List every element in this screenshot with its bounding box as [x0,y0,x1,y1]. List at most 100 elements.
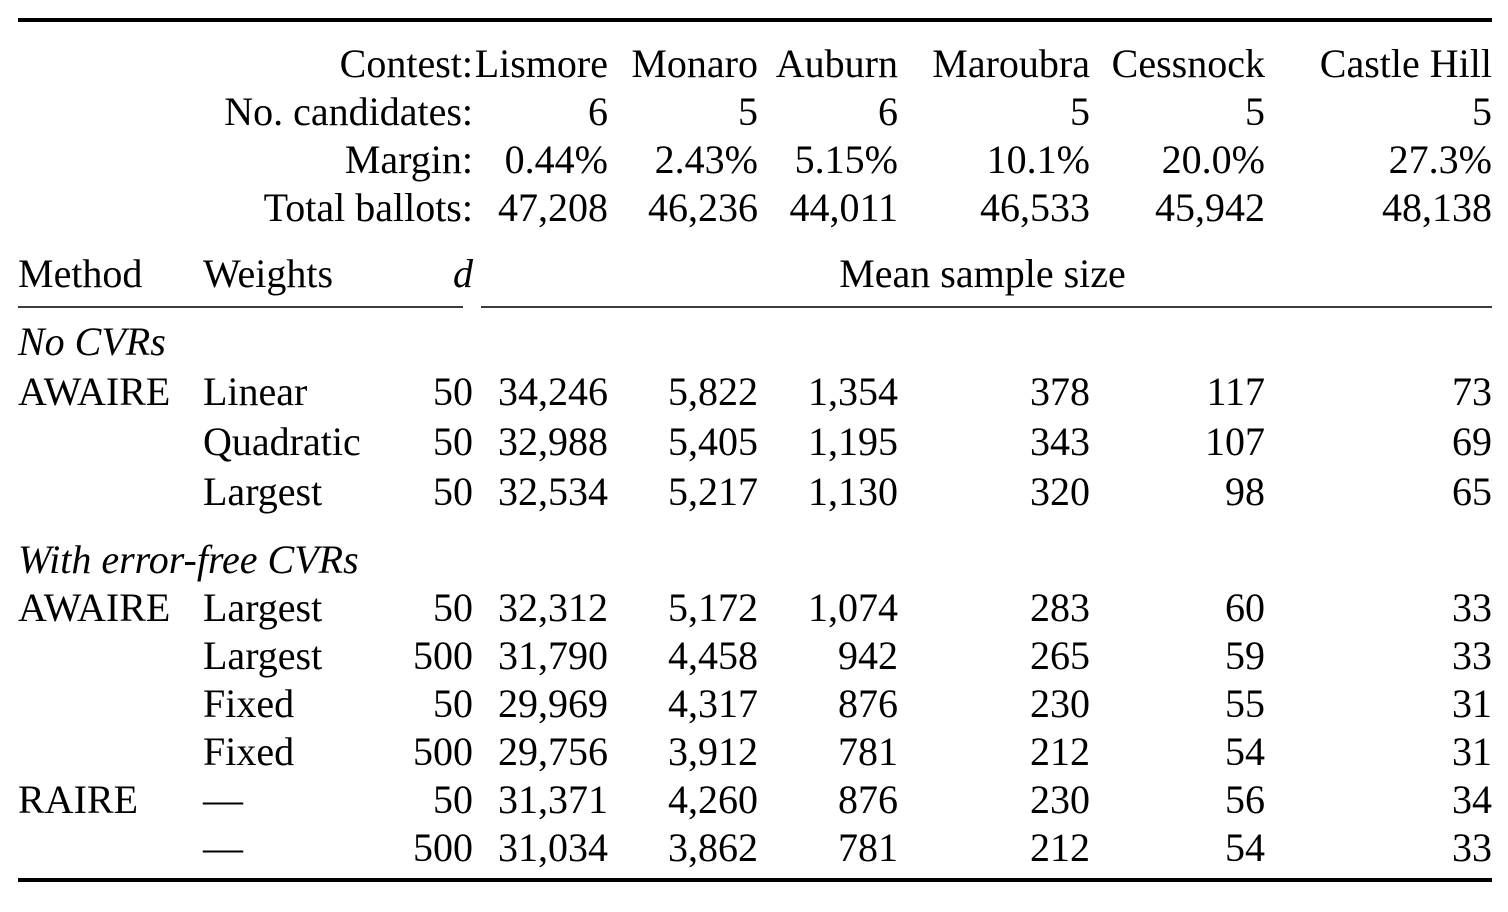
value-cell: 60 [1225,585,1265,631]
value-cell: 942 [838,633,898,679]
table-row: Largest 500 31,790 4,458 942 265 59 33 [18,633,1492,684]
value-cell: 59 [1225,633,1265,679]
header-row-ballots: Total ballots: 47,208 46,236 44,011 46,5… [18,185,1492,236]
value-cell: 5,172 [668,585,758,631]
bottom-rule-line [18,878,1492,882]
weights-cell: — [203,825,243,871]
value-cell: 29,969 [498,681,608,727]
value-cell: 65 [1452,469,1492,515]
ballots-value: 44,011 [789,185,898,231]
contest-name: Monaro [631,41,758,87]
method-column-header: Method [18,251,143,297]
value-cell: 5,822 [668,369,758,415]
value-cell: 54 [1225,729,1265,775]
method-cell [18,684,203,732]
ballots-label: Total ballots: [263,185,473,231]
value-cell: 5,217 [668,469,758,515]
method-cell: AWAIRE [18,585,171,631]
value-cell: 31 [1452,681,1492,727]
d-cell: 500 [413,729,473,775]
value-cell: 4,260 [668,777,758,823]
mean-sample-size-header: Mean sample size [839,251,1126,297]
d-cell: 500 [413,633,473,679]
table-row: Largest 50 32,534 5,217 1,130 320 98 65 [18,470,1492,520]
method-cell [18,470,203,520]
ballots-value: 45,942 [1155,185,1265,231]
value-cell: 69 [1452,419,1492,465]
method-cell [18,732,203,780]
header-row-contest: Contest: Lismore Monaro Auburn Maroubra … [18,41,1492,92]
weights-cell: Fixed [203,729,295,775]
candidates-label: No. candidates: [224,89,473,135]
candidates-value: 5 [738,89,758,135]
method-cell: AWAIRE [18,369,171,415]
value-cell: 56 [1225,777,1265,823]
contest-label: Contest: [339,41,473,87]
left-mid-rule-line [18,306,463,308]
value-cell: 4,317 [668,681,758,727]
d-cell: 50 [433,419,473,465]
margin-value: 20.0% [1161,137,1265,183]
contest-name: Auburn [775,41,898,87]
margin-value: 10.1% [986,137,1090,183]
value-cell: 73 [1452,369,1492,415]
ballots-value: 46,533 [980,185,1090,231]
header-row-candidates: No. candidates: 6 5 6 5 5 5 [18,89,1492,140]
value-cell: 781 [838,825,898,871]
table-row: AWAIRE Linear 50 34,246 5,822 1,354 378 … [18,370,1492,420]
value-cell: 283 [1030,585,1090,631]
weights-cell: Largest [203,585,323,631]
weights-column-header: Weights [203,251,334,297]
value-cell: 31,790 [498,633,608,679]
value-cell: 54 [1225,825,1265,871]
margin-value: 5.15% [794,137,898,183]
value-cell: 1,074 [808,585,898,631]
weights-cell: Largest [203,469,323,515]
d-cell: 50 [433,469,473,515]
margin-value: 27.3% [1388,137,1492,183]
value-cell: 117 [1206,369,1265,415]
ballots-value: 47,208 [498,185,608,231]
value-cell: 33 [1452,825,1492,871]
ballots-value: 48,138 [1382,185,1492,231]
value-cell: 55 [1225,681,1265,727]
value-cell: 33 [1452,585,1492,631]
candidates-value: 6 [878,89,898,135]
value-cell: 32,312 [498,585,608,631]
candidates-value: 5 [1245,89,1265,135]
table-row: AWAIRE Largest 50 32,312 5,172 1,074 283… [18,585,1492,636]
d-cell: 50 [433,681,473,727]
value-cell: 230 [1030,777,1090,823]
table-row: — 500 31,034 3,862 781 212 54 33 [18,825,1492,876]
mid-rules [18,302,1492,310]
section-title-error-free-cvrs: With error-free CVRs [18,537,359,583]
value-cell: 1,354 [808,369,898,415]
weights-cell: Linear [203,369,308,415]
value-cell: 107 [1205,419,1265,465]
table-row: Fixed 50 29,969 4,317 876 230 55 31 [18,681,1492,732]
value-cell: 32,534 [498,469,608,515]
value-cell: 34,246 [498,369,608,415]
method-cell [18,420,203,470]
value-cell: 265 [1030,633,1090,679]
value-cell: 876 [838,777,898,823]
method-cell: RAIRE [18,777,138,823]
margin-value: 0.44% [504,137,608,183]
candidates-value: 6 [588,89,608,135]
margin-value: 2.43% [654,137,758,183]
section-title-row: With error-free CVRs [18,537,1492,588]
d-column-header: d [453,251,473,297]
value-cell: 1,130 [808,469,898,515]
value-cell: 212 [1030,825,1090,871]
value-cell: 5,405 [668,419,758,465]
value-cell: 876 [838,681,898,727]
value-cell: 212 [1030,729,1090,775]
value-cell: 33 [1452,633,1492,679]
value-cell: 34 [1452,777,1492,823]
value-cell: 781 [838,729,898,775]
ballots-value: 46,236 [648,185,758,231]
value-cell: 343 [1030,419,1090,465]
table-row: Quadratic 50 32,988 5,405 1,195 343 107 … [18,420,1492,470]
value-cell: 320 [1030,469,1090,515]
value-cell: 3,862 [668,825,758,871]
